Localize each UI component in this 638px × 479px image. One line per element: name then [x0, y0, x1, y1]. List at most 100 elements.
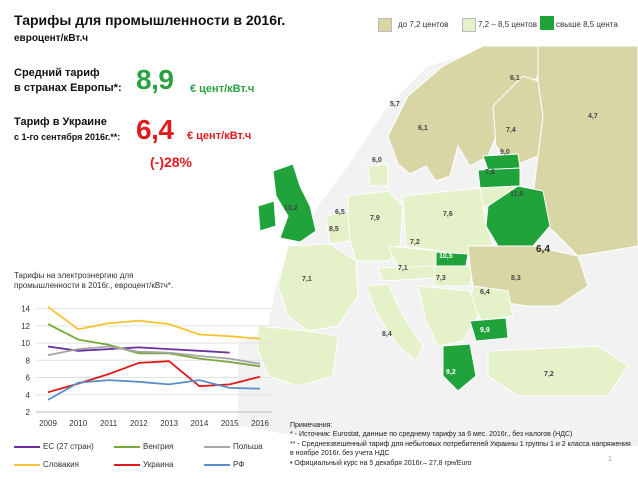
ukraine-tariff-label-line1: Тариф в Украине [14, 116, 107, 128]
notes: Примечания: * - Источник: Eurostat, данн… [290, 421, 635, 468]
map-balkans [417, 285, 479, 347]
map-germany [347, 190, 404, 262]
europe-tariff-label-line1: Средний тариф [14, 67, 100, 79]
series-line-0 [47, 345, 230, 354]
y-tick-label-10: 10 [21, 339, 30, 348]
legend-text-russia: РФ [233, 460, 245, 469]
y-tick-label-6: 6 [26, 374, 31, 383]
map-label-austria: 7,1 [398, 265, 408, 272]
europe-tariff-unit: € цент/кВт.ч [190, 83, 255, 95]
legend-item-russia: РФ [204, 460, 244, 469]
y-tick-label-2: 2 [26, 408, 31, 417]
map-hungary [433, 265, 474, 287]
ukraine-tariff-value: 6,4 [136, 114, 174, 145]
map-bulgaria [469, 317, 509, 342]
y-tick-label-14: 14 [21, 305, 30, 314]
legend-swatch-high [540, 16, 554, 30]
legend-item-hungary: Венгрия [114, 442, 173, 451]
x-tick-label-2010: 2010 [69, 419, 87, 428]
map-label-moldova: 8,3 [511, 275, 521, 282]
x-tick-label-2009: 2009 [39, 419, 57, 428]
legend-swatch-poland [204, 445, 230, 448]
ukraine-tariff-label-line2: с 1-го сентября 2016г.**: [14, 132, 121, 142]
legend-swatch-low [378, 18, 392, 32]
chart-title-line1: Тарифы на электроэнергию для [14, 271, 134, 280]
map-label-italy: 8,4 [382, 331, 392, 338]
map-denmark [367, 163, 389, 187]
legend-swatch-hungary [114, 445, 140, 448]
legend-item-poland: Польша [204, 442, 263, 451]
legend-item-slovakia: Словакия [14, 460, 79, 469]
y-tick-label-8: 8 [26, 356, 31, 365]
map-label-france: 7,1 [302, 276, 312, 283]
ukraine-tariff-label: Тариф в Украине с 1-го сентября 2016г.**… [14, 115, 120, 145]
legend-swatch-eu [14, 445, 40, 448]
page-title: Тарифы для промышленности в 2016г. [14, 12, 286, 28]
x-tick-label-2012: 2012 [130, 419, 148, 428]
legend-item-ukraine: Украина [114, 460, 173, 469]
notes-line2: ** - Средневзвешенный тариф для небытовы… [290, 440, 631, 458]
map-label-netherlands: 6,5 [335, 209, 345, 216]
map-label-turkey: 7,2 [544, 371, 554, 378]
legend-label-high: свыше 8,5 цента [556, 20, 618, 29]
legend-swatch-slovakia [14, 463, 40, 466]
europe-tariff-label-line2: в странах Европы*: [14, 82, 122, 94]
series-line-1 [47, 323, 261, 368]
map-label-sweden-n: 5,7 [390, 101, 400, 108]
europe-tariff-label: Средний тариф в странах Европы*: [14, 66, 122, 96]
map-label-romania: 6,4 [480, 289, 490, 296]
y-tick-label-12: 12 [21, 322, 30, 331]
map-label-slovakia: 10,5 [439, 253, 453, 260]
notes-line1: * - Источник: Eurostat, данные по средне… [290, 431, 573, 439]
y-tick-label-4: 4 [26, 391, 31, 400]
tariff-line-chart: 2 4 6 8 10 12 14 2009 2010 2011 2012 2013 2014 2015 20… [21, 305, 272, 428]
europe-tariff-value: 8,9 [136, 64, 174, 95]
map-estonia [482, 153, 521, 171]
map-label-belgium: 8,5 [329, 226, 339, 233]
map-label-hungary: 7,3 [436, 275, 446, 282]
map-spain [257, 325, 339, 387]
map-label-uk: 13,2 [284, 205, 298, 212]
map-label-norway: 6,1 [510, 75, 520, 82]
map-label-estonia: 7,4 [506, 127, 516, 134]
ukraine-tariff-change: (-)28% [150, 154, 193, 170]
page-number: 1 [608, 456, 612, 463]
map-label-russia-n: 4,7 [588, 113, 598, 120]
legend-item-eu: ЕС (27 стран) [14, 442, 94, 451]
page-subtitle: евроцент/кВт.ч [14, 33, 89, 44]
x-tick-label-2011: 2011 [100, 419, 118, 428]
map-label-belarus: 11,0 [510, 191, 523, 198]
map-italy [365, 283, 424, 362]
chart-title-line2: промышленности в 2016г., евроцент/кВтч*. [14, 281, 174, 290]
map-belarus [485, 185, 551, 247]
series-line-5 [47, 379, 261, 401]
map-turkey [487, 345, 629, 397]
map-label-latvia: 9,0 [500, 149, 510, 156]
map-ireland [257, 200, 277, 232]
legend-swatch-russia [204, 463, 230, 466]
legend-swatch-mid [462, 18, 476, 32]
map-label-germany: 7,9 [370, 215, 380, 222]
legend-text-ukraine: Украина [143, 460, 174, 469]
legend-label-mid: 7,2 – 8,5 центов [478, 20, 537, 29]
map-label-ukraine: 6,4 [536, 244, 550, 255]
ukraine-tariff-unit: € цент/кВт.ч [187, 130, 252, 142]
map-france [277, 243, 359, 332]
map-greece [442, 343, 477, 392]
series-line-2 [47, 345, 261, 365]
map-uk [272, 163, 317, 243]
map-value-labels: 6,1 5,7 4,7 6,1 7,4 9,0 6,0 7,8 11,0 13,… [284, 75, 598, 378]
notes-line3: • Официальный курс на 5 декабря 2016г.– … [290, 459, 472, 467]
legend-text-poland: Польша [233, 442, 263, 451]
map-label-czech: 7,2 [410, 239, 420, 246]
legend-text-hungary: Венгрия [143, 442, 174, 451]
map-label-poland: 7,6 [443, 211, 453, 218]
notes-heading: Примечания: [290, 422, 333, 429]
x-tick-label-2015: 2015 [221, 419, 239, 428]
x-tick-label-2013: 2013 [160, 419, 178, 428]
x-tick-label-2014: 2014 [191, 419, 209, 428]
map-label-lithuania: 7,8 [485, 169, 495, 176]
map-label-greece: 9,2 [446, 369, 456, 376]
legend-text-slovakia: Словакия [43, 460, 79, 469]
chart-title: Тарифы на электроэнергию для промышленно… [14, 271, 173, 291]
